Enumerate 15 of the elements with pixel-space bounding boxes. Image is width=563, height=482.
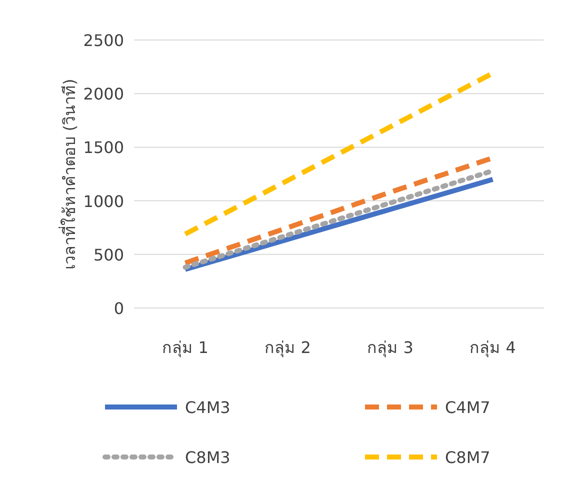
x-tick-label: กลุ่ม 4 xyxy=(470,338,516,358)
y-tick-label: 2000 xyxy=(83,84,124,104)
y-tick-label: 2500 xyxy=(83,31,124,50)
legend-label: C8M7 xyxy=(445,448,490,467)
y-tick-label: 0 xyxy=(114,299,124,318)
x-tick-label: กลุ่ม 3 xyxy=(367,338,414,358)
y-tick-label: 1000 xyxy=(83,192,124,211)
y-tick-label: 500 xyxy=(93,245,124,264)
x-tick-label: กลุ่ม 1 xyxy=(162,338,208,358)
y-axis-title: เวลาที่ใช้หาคำตอบ (วินาที) xyxy=(58,78,79,270)
legend-label: C4M3 xyxy=(185,398,230,417)
y-tick-label: 1500 xyxy=(83,138,124,158)
x-tick-label: กลุ่ม 2 xyxy=(264,338,311,358)
legend-label: C4M7 xyxy=(445,398,490,417)
legend-label: C8M3 xyxy=(185,448,230,467)
